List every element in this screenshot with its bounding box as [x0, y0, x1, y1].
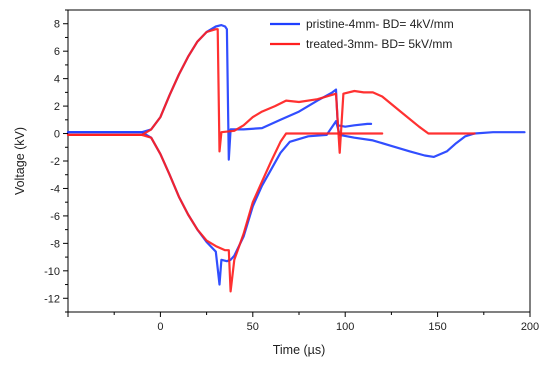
series-line-0-1 — [66, 120, 526, 286]
legend-label-pristine: pristine-4mm- BD= 4kV/mm — [306, 17, 454, 31]
plot-frame — [67, 9, 531, 313]
x-tick-label: 100 — [336, 321, 354, 333]
legend: pristine-4mm- BD= 4kV/mm treated-3mm- BD… — [270, 17, 454, 51]
y-tick-label: -6 — [50, 211, 60, 223]
series-line-1-1 — [66, 132, 384, 293]
y-tick-label: 4 — [54, 74, 60, 86]
y-tick-label: -4 — [50, 183, 60, 195]
tick-layer: 0 50 100 150 200 -12 -10 -8 -6 -4 -2 0 2 4 6 8 — [44, 9, 539, 333]
x-tick-label: 50 — [247, 321, 259, 333]
y-tick-label: 6 — [54, 46, 60, 58]
x-tick-label: 150 — [428, 321, 446, 333]
y-tick-label: -10 — [44, 266, 60, 278]
y-tick-label: -12 — [44, 293, 60, 305]
x-tick-label: 0 — [157, 321, 163, 333]
series-line-1-0 — [66, 28, 476, 154]
y-tick-label: 2 — [54, 101, 60, 113]
x-tick-label: 200 — [521, 321, 539, 333]
y-axis-title: Voltage (kV) — [13, 127, 27, 195]
y-tick-label: 0 — [54, 129, 60, 141]
x-axis-title: Time (µs) — [273, 343, 326, 357]
axes-layer — [67, 9, 531, 313]
y-tick-label: -2 — [50, 156, 60, 168]
legend-label-treated: treated-3mm- BD= 5kV/mm — [306, 37, 452, 51]
y-tick-label: 8 — [54, 19, 60, 31]
series-layer — [66, 24, 526, 293]
y-tick-label: -8 — [50, 238, 60, 250]
